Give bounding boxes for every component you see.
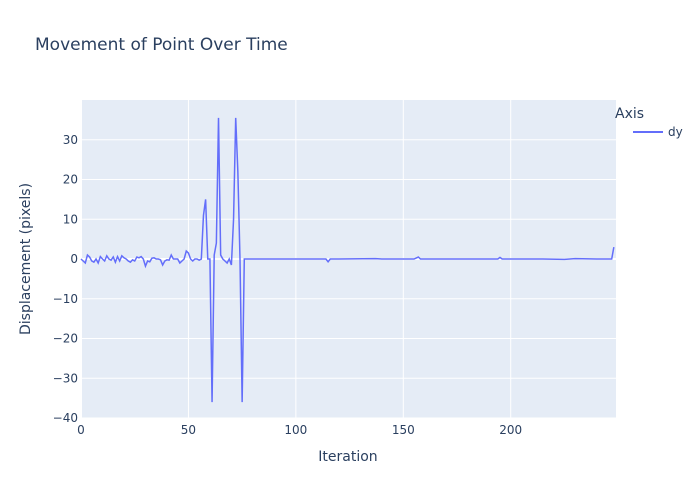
x-axis-title: Iteration <box>318 449 377 465</box>
chart-title: Movement of Point Over Time <box>35 35 288 55</box>
legend-title: Axis <box>615 106 644 122</box>
x-tick-label: 50 <box>181 423 196 437</box>
x-axis-ticks: 0 50 100 150 200 <box>77 423 522 437</box>
y-tick-label: −40 <box>53 411 78 425</box>
x-tick-label: 0 <box>77 423 85 437</box>
legend-label-dy[interactable]: dy <box>668 125 683 139</box>
y-tick-label: 30 <box>63 133 78 147</box>
y-axis-title: Displacement (pixels) <box>18 183 34 335</box>
y-axis-ticks: −40 −30 −20 −10 0 10 20 30 <box>53 133 78 425</box>
y-tick-label: −20 <box>53 332 78 346</box>
x-tick-label: 100 <box>284 423 307 437</box>
y-tick-label: −10 <box>53 292 78 306</box>
y-tick-label: 20 <box>63 173 78 187</box>
series-line-dy <box>80 117 615 403</box>
y-tick-label: 0 <box>70 252 78 266</box>
y-tick-label: −30 <box>53 371 78 385</box>
legend[interactable]: Axis dy <box>615 106 683 139</box>
y-tick-label: 10 <box>63 212 78 226</box>
x-tick-label: 200 <box>499 423 522 437</box>
x-tick-label: 150 <box>392 423 415 437</box>
